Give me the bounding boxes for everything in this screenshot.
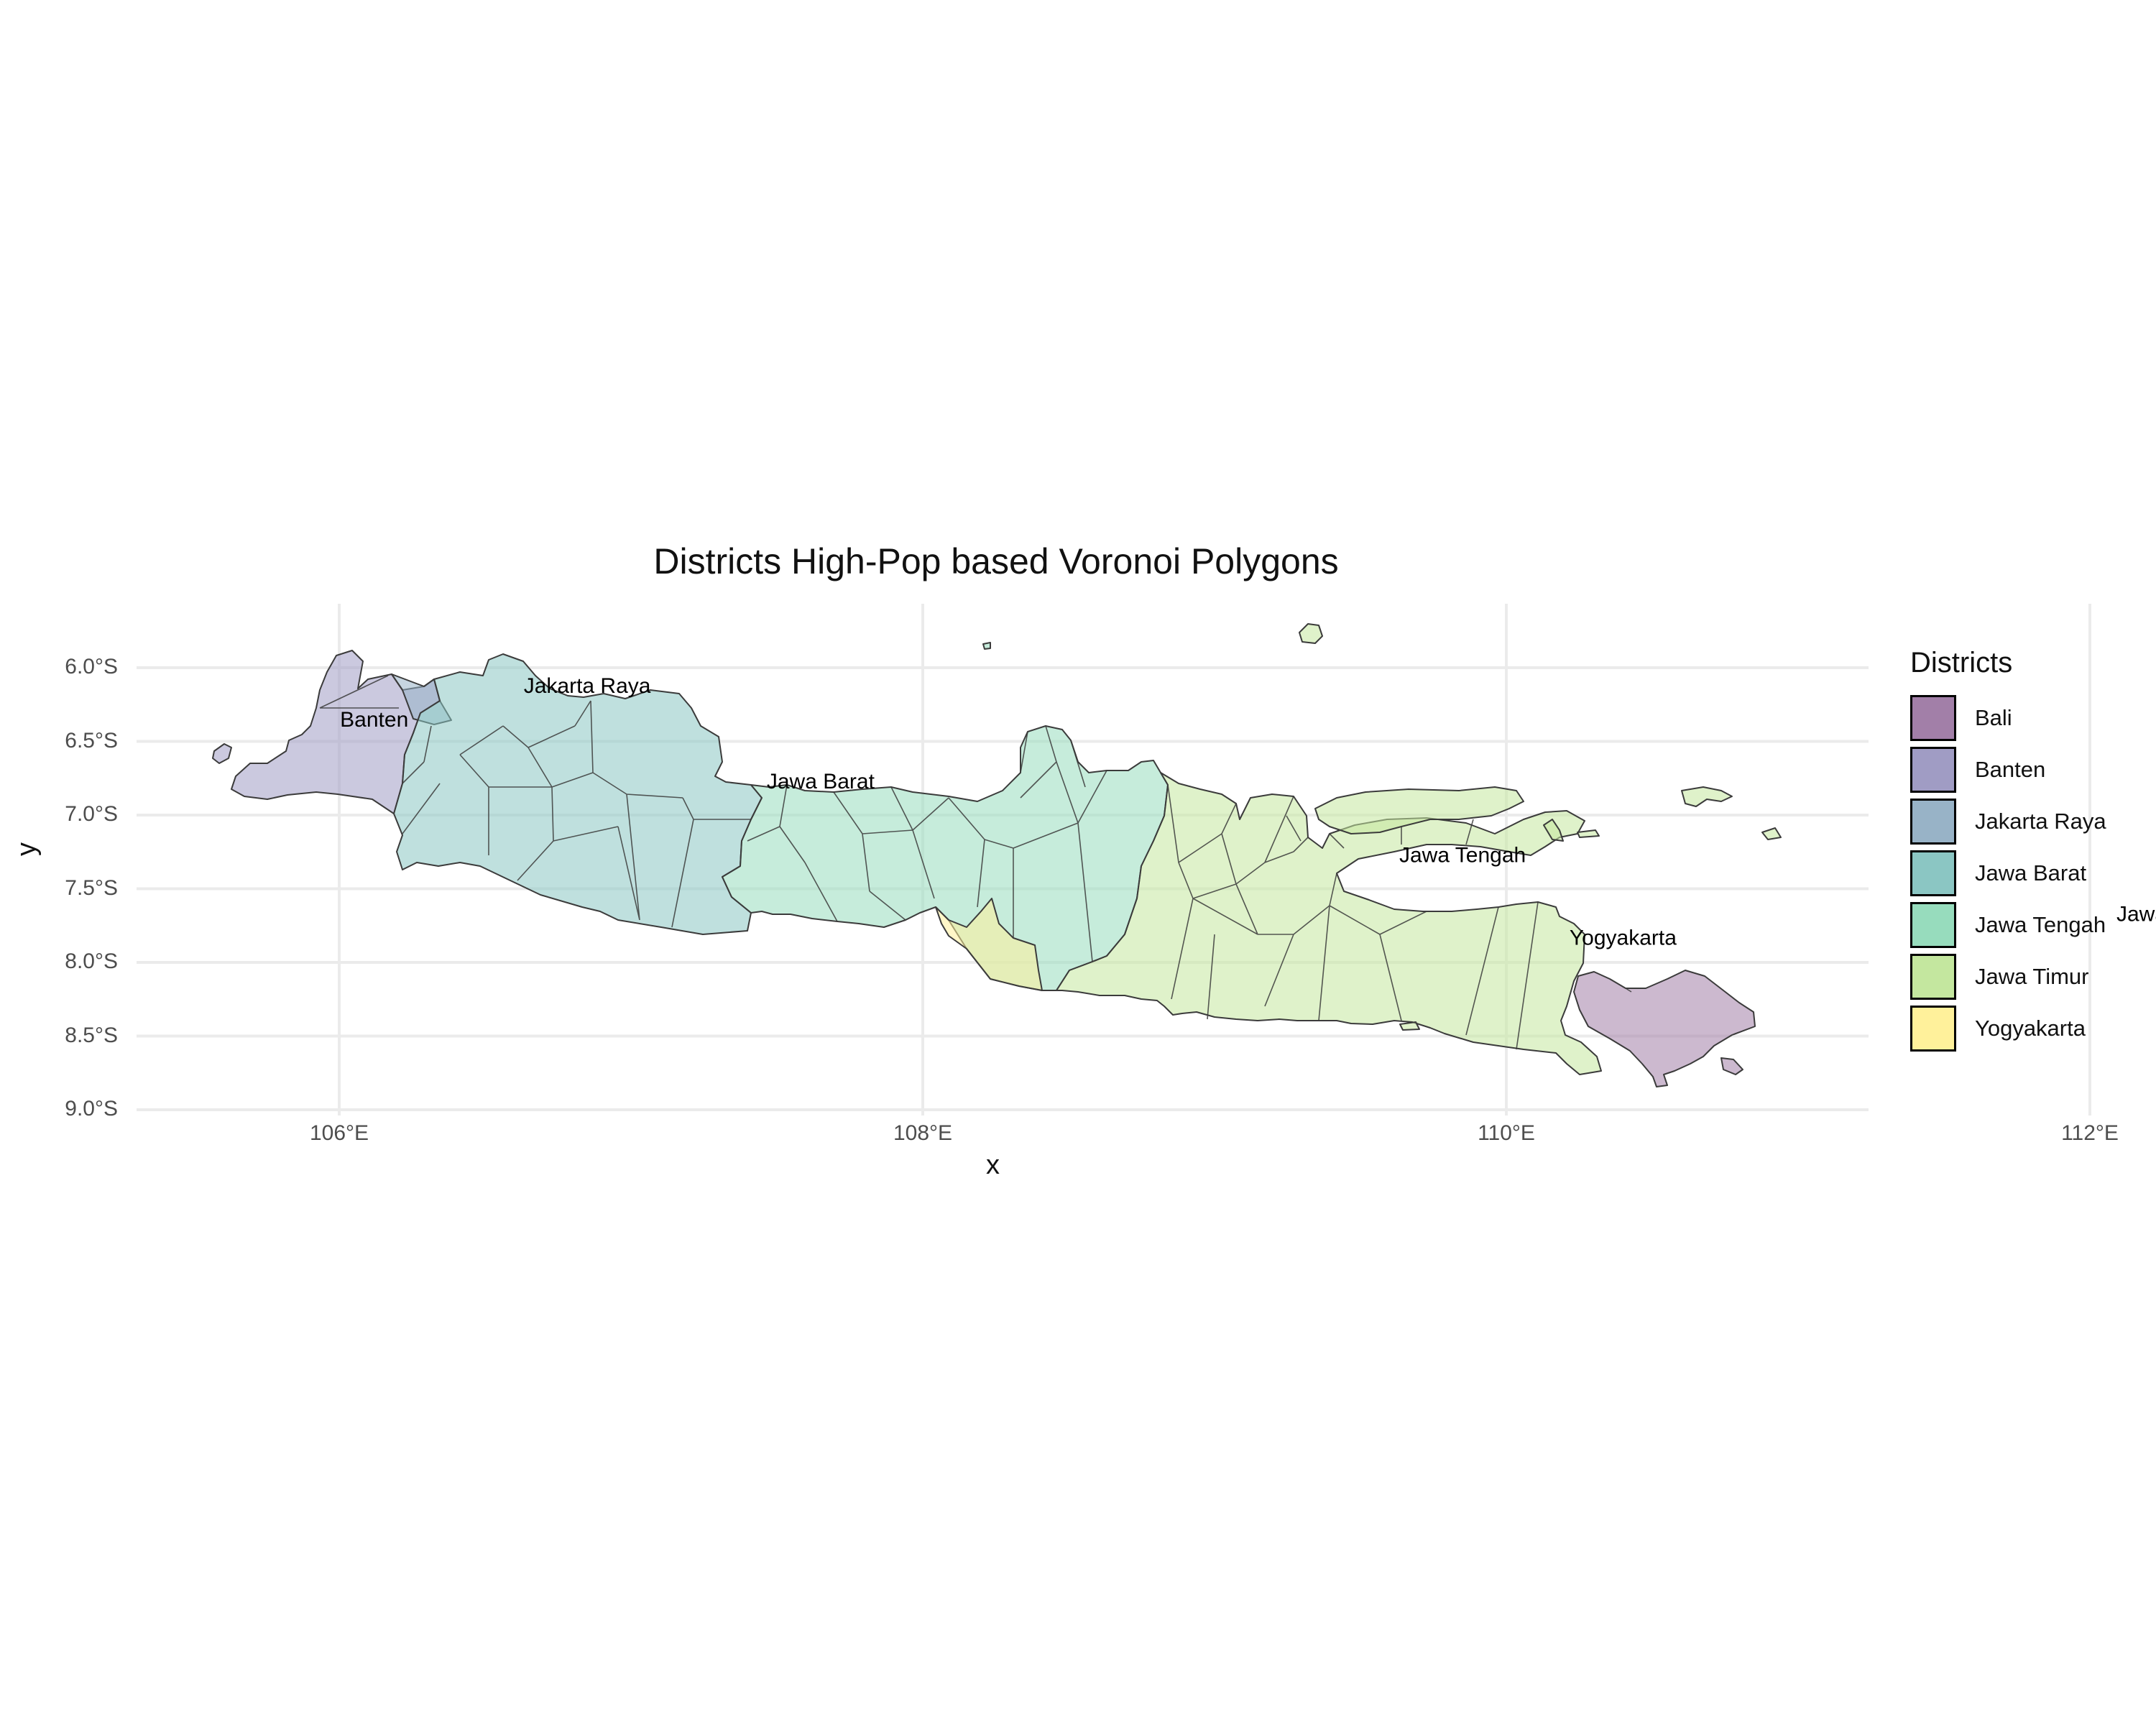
island-panaitan <box>212 743 232 764</box>
legend-item-yogyakarta: Yogyakarta <box>1910 1003 2147 1054</box>
legend-swatch <box>1910 799 1956 845</box>
y-tick-label-5: 8.5°S <box>65 1023 118 1047</box>
legend-item-banten: Banten <box>1910 744 2147 796</box>
graticule <box>137 604 2091 1116</box>
y-tick-label-1: 6.5°S <box>65 728 118 753</box>
legend-label: Jakarta Raya <box>1975 809 2106 834</box>
legend-label: Yogyakarta <box>1975 1016 2086 1041</box>
region-label-jawa-tengah: Jawa Tengah <box>1399 844 1526 868</box>
province-regions <box>212 623 1782 1087</box>
legend-swatch <box>1910 747 1956 793</box>
region-bali <box>1573 970 1756 1087</box>
legend-label: Jawa Timur <box>1975 964 2089 989</box>
region-label-jawa-timur: Jawa Timur <box>2116 903 2156 926</box>
island-sapudi <box>1577 829 1600 838</box>
legend-title: Districts <box>1910 647 2013 678</box>
island-karimunjawa <box>982 642 991 650</box>
region-label-yogyakarta: Yogyakarta <box>1570 926 1677 949</box>
map-title: Districts High-Pop based Voronoi Polygon… <box>653 541 1339 581</box>
legend: Districts Bali Banten Jakarta Raya Jawa Bar… <box>1910 647 2147 1054</box>
legend-item-jawa-barat: Jawa Barat <box>1910 847 2147 899</box>
legend-swatch <box>1910 1006 1956 1052</box>
x-tick-label-3: 112°E <box>2061 1121 2119 1145</box>
region-jawa-timur <box>1056 772 1602 1075</box>
island-raas <box>1543 819 1564 842</box>
region-labels: Jakarta Raya Banten Jawa Barat Jawa Tengah Y… <box>340 674 2156 950</box>
legend-item-jawa-tengah: Jawa Tengah <box>1910 899 2147 951</box>
island-bawean <box>1299 623 1323 644</box>
y-axis-title: y <box>11 842 42 856</box>
legend-item-jawa-timur: Jawa Timur <box>1910 951 2147 1003</box>
legend-swatch <box>1910 850 1956 896</box>
region-label-jawa-barat: Jawa Barat <box>767 770 875 794</box>
legend-label: Bali <box>1975 705 2012 730</box>
legend-label: Jawa Barat <box>1975 860 2087 886</box>
island-madura-west <box>1314 786 1524 834</box>
y-tick-label-3: 7.5°S <box>65 875 118 900</box>
legend-item-bali: Bali <box>1910 692 2147 744</box>
island-kangean <box>1681 786 1733 807</box>
island-east-small <box>1761 827 1782 840</box>
island-bali-nusa-penida <box>1720 1057 1743 1075</box>
x-tick-label-2: 110°E <box>1478 1121 1535 1145</box>
region-label-banten: Banten <box>340 708 408 732</box>
y-tick-label-0: 6.0°S <box>65 655 118 678</box>
island-barung <box>1399 1021 1420 1031</box>
region-label-jakarta-raya: Jakarta Raya <box>524 674 651 698</box>
x-axis-title: x <box>986 1150 1000 1180</box>
legend-swatch <box>1910 902 1956 948</box>
voronoi-boundaries <box>319 675 1632 1050</box>
legend-swatch <box>1910 954 1956 1000</box>
x-tick-label-0: 106°E <box>309 1121 369 1145</box>
legend-label: Jawa Tengah <box>1975 912 2106 937</box>
region-yogyakarta <box>935 898 1043 991</box>
region-jawa-tengah <box>722 725 1169 991</box>
y-tick-label-6: 9.0°S <box>65 1097 118 1121</box>
legend-label: Banten <box>1975 757 2046 782</box>
y-tick-label-2: 7.0°S <box>65 802 118 826</box>
y-tick-label-4: 8.0°S <box>65 949 118 973</box>
legend-swatch <box>1910 695 1956 741</box>
legend-item-jakarta-raya: Jakarta Raya <box>1910 796 2147 847</box>
legend-items: Bali Banten Jakarta Raya Jawa Barat Jawa Ten… <box>1910 692 2147 1054</box>
x-tick-label-1: 108°E <box>893 1121 953 1145</box>
